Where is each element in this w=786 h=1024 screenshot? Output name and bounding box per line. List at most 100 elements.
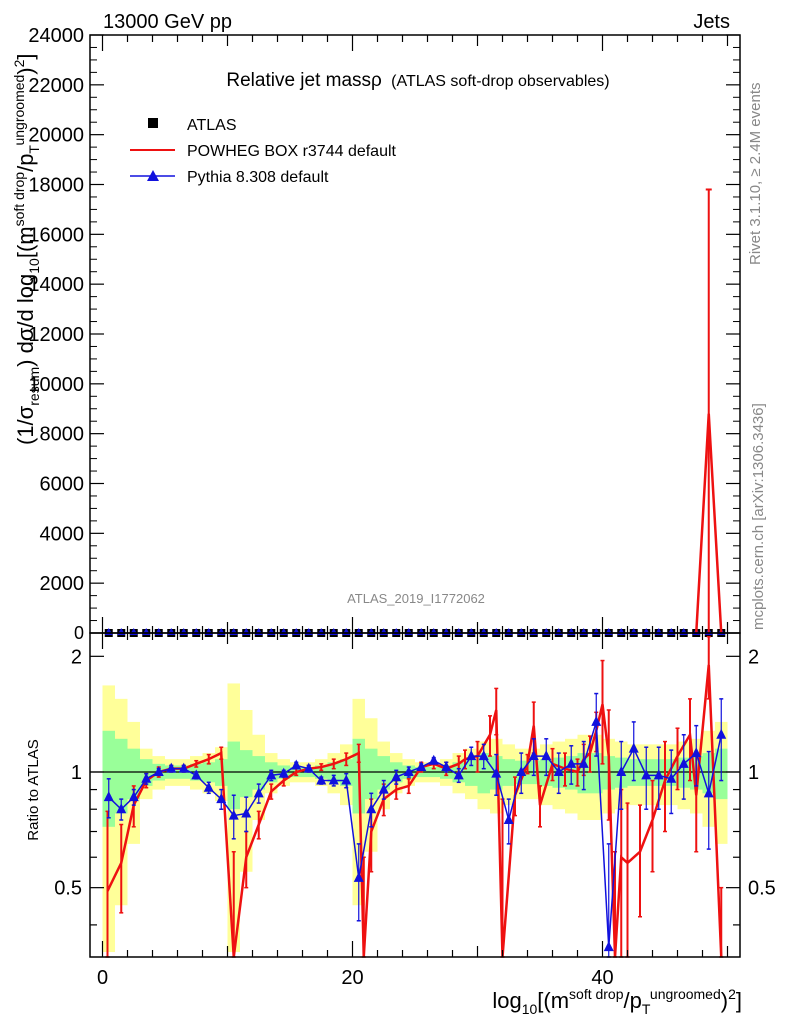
pythia-ratio-point bbox=[403, 765, 414, 776]
pythia-ratio-point bbox=[166, 762, 177, 773]
y-tick-label: 22000 bbox=[28, 75, 84, 97]
pythia-ratio-point bbox=[216, 793, 227, 804]
rivet-label: Rivet 3.1.10, ≥ 2.4M events bbox=[747, 83, 764, 266]
y-tick-label: 18000 bbox=[28, 175, 84, 197]
pythia-ratio-point bbox=[253, 787, 264, 798]
y-tick-label: 10000 bbox=[28, 374, 84, 396]
ratio-panel: 0.5 0.51 12 20 20 40 bbox=[54, 632, 776, 989]
y-axis-label-ratio: Ratio to ATLAS bbox=[25, 739, 42, 840]
header-left: 13000 GeV pp bbox=[103, 11, 232, 33]
plot-title-main: Relative jet massρ bbox=[226, 70, 382, 91]
ratio-y-tick-label: 0.5 bbox=[54, 878, 82, 900]
pythia-ratio-line bbox=[108, 721, 722, 948]
plot-title-sub: (ATLAS soft-drop observables) bbox=[391, 73, 609, 90]
pythia-ratio-point bbox=[541, 750, 552, 761]
pythia-ratio-point bbox=[578, 757, 589, 768]
pythia-ratio-point bbox=[416, 761, 427, 772]
pythia-ratio-point bbox=[128, 791, 139, 802]
ratio-y-tick-label-right: 2 bbox=[748, 646, 759, 668]
pythia-ratio-point bbox=[141, 772, 152, 783]
uncertainty-band-inner bbox=[240, 750, 253, 798]
legend-pythia-label: Pythia 8.308 default bbox=[187, 169, 329, 186]
pythia-ratio-point bbox=[603, 941, 614, 952]
analysis-label: ATLAS_2019_I1772062 bbox=[347, 591, 485, 606]
pythia-ratio-point bbox=[441, 761, 452, 772]
x-tick-label: 20 bbox=[341, 967, 363, 989]
ratio-y-tick-label: 2 bbox=[71, 646, 82, 668]
legend-powheg-label: POWHEG BOX r3744 default bbox=[187, 143, 397, 160]
pythia-ratio-point bbox=[153, 765, 164, 776]
pythia-ratio-point bbox=[328, 774, 339, 785]
pythia-ratio-point bbox=[428, 754, 439, 765]
pythia-ratio-point bbox=[691, 747, 702, 758]
uncertainty-band-inner bbox=[377, 756, 390, 790]
legend-atlas-marker bbox=[148, 118, 158, 128]
ratio-y-tick-label-right: 1 bbox=[748, 762, 759, 784]
ratio-y-tick-label: 1 bbox=[71, 762, 82, 784]
pythia-ratio-point bbox=[666, 772, 677, 783]
pythia-ratio-point bbox=[516, 765, 527, 776]
powheg-ratio-line bbox=[106, 664, 723, 958]
legend-pythia-marker bbox=[147, 170, 159, 181]
pythia-ratio-point bbox=[703, 787, 714, 798]
uncertainty-band-inner bbox=[115, 738, 128, 814]
uncertainty-band-inner bbox=[127, 748, 140, 800]
pythia-ratio-point bbox=[378, 783, 389, 794]
pythia-ratio-point bbox=[341, 774, 352, 785]
y-tick-label: 8000 bbox=[40, 424, 85, 446]
pythia-ratio-point bbox=[616, 765, 627, 776]
pythia-ratio-point bbox=[178, 762, 189, 773]
pythia-ratio-point bbox=[366, 803, 377, 814]
uncertainty-band-inner bbox=[365, 748, 378, 800]
pythia-ratio-point bbox=[466, 750, 477, 761]
pythia-ratio-point bbox=[641, 769, 652, 780]
pythia-ratio-point bbox=[453, 769, 464, 780]
pythia-ratio-point bbox=[553, 765, 564, 776]
pythia-ratio-point bbox=[191, 769, 202, 780]
pythia-ratio-point bbox=[103, 791, 114, 802]
pythia-ratio-point bbox=[241, 807, 252, 818]
uncertainty-band-inner bbox=[252, 756, 265, 790]
pythia-ratio-point bbox=[478, 750, 489, 761]
legend-atlas-label: ATLAS bbox=[187, 117, 237, 134]
pythia-ratio-point bbox=[716, 728, 727, 739]
y-tick-label: 2000 bbox=[40, 573, 85, 595]
y-tick-label: 6000 bbox=[40, 474, 85, 496]
y-tick-label: 20000 bbox=[28, 125, 84, 147]
ratio-y-tick-label-right: 0.5 bbox=[748, 878, 776, 900]
pythia-ratio-point bbox=[116, 803, 127, 814]
x-tick-label: 0 bbox=[97, 967, 108, 989]
y-tick-label: 16000 bbox=[28, 224, 84, 246]
pythia-ratio-point bbox=[303, 762, 314, 773]
header-right: Jets bbox=[693, 11, 730, 33]
top-panel: 2000 4000 6000 8000 10000 12000 14000 16000 1800… bbox=[28, 25, 741, 643]
pythia-ratio-point bbox=[566, 757, 577, 768]
uncertainty-band-inner bbox=[227, 741, 240, 810]
pythia-ratio-point bbox=[291, 759, 302, 770]
pythia-ratio-point bbox=[528, 750, 539, 761]
mcplots-label: mcplots.cern.ch [arXiv:1306.3436] bbox=[750, 403, 767, 630]
pythia-ratio-point bbox=[628, 742, 639, 753]
uncertainty-band-inner bbox=[477, 753, 490, 794]
pythia-ratio-point bbox=[353, 871, 364, 882]
pythia-ratio-point bbox=[491, 767, 502, 778]
y-tick-label: 24000 bbox=[28, 25, 84, 47]
x-tick-label: 40 bbox=[591, 967, 613, 989]
pythia-ratio-point bbox=[278, 767, 289, 778]
plot-title: Relative jet massρ (ATLAS soft-drop obse… bbox=[226, 70, 609, 91]
pythia-ratio-point bbox=[503, 813, 514, 824]
y-tick-label-zero: 0 bbox=[74, 623, 84, 643]
pythia-ratio-point bbox=[266, 769, 277, 780]
y-tick-label: 14000 bbox=[28, 274, 84, 296]
pythia-ratio-point bbox=[391, 771, 402, 782]
pythia-ratio-point bbox=[203, 781, 214, 792]
y-tick-label: 4000 bbox=[40, 523, 85, 545]
ratio-frame bbox=[89, 632, 741, 958]
y-tick-label: 12000 bbox=[28, 324, 84, 346]
pythia-ratio-point bbox=[228, 809, 239, 820]
pythia-ratio-point bbox=[653, 769, 664, 780]
pythia-ratio-point bbox=[316, 774, 327, 785]
legend: ATLAS POWHEG BOX r3744 default Pythia 8.… bbox=[130, 117, 397, 186]
pythia-ratio-point bbox=[678, 757, 689, 768]
